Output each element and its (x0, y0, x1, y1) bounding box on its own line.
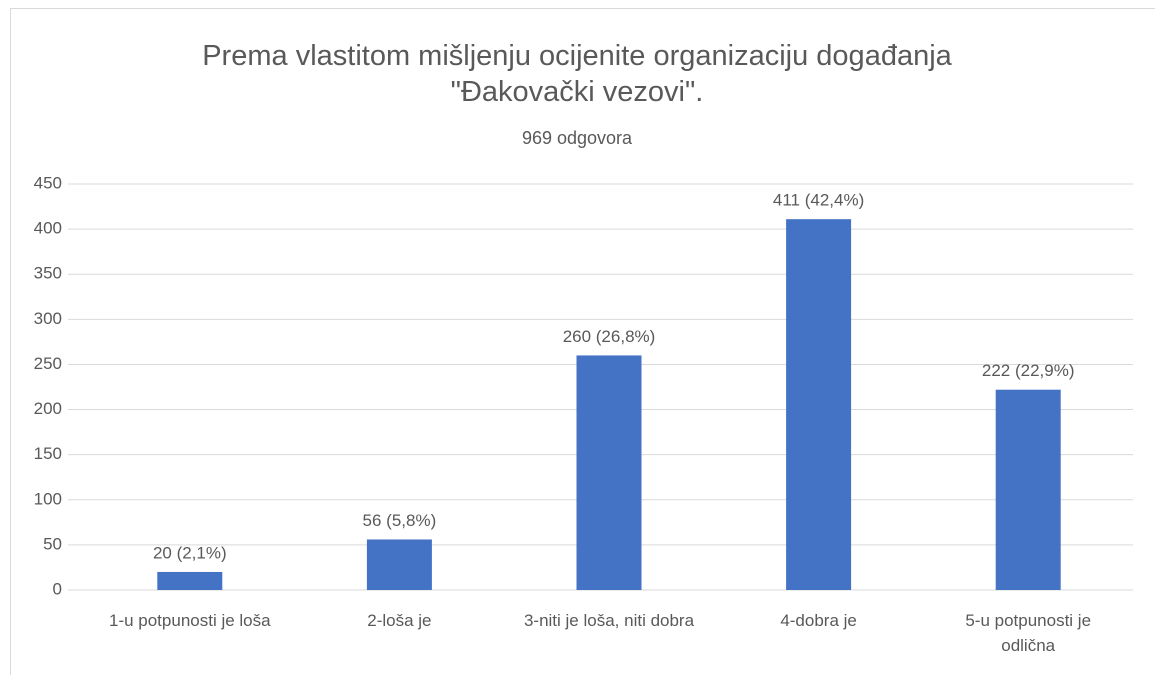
y-tick-label: 0 (53, 579, 62, 598)
x-tick-label: 4-dobra je (780, 611, 857, 630)
x-tick-label: 2-loša je (367, 611, 432, 630)
y-tick-label: 150 (34, 444, 62, 463)
bar (157, 571, 223, 590)
y-tick-label: 450 (34, 173, 62, 192)
value-label: 260 (26,8%) (563, 327, 656, 346)
value-label: 411 (42,4%) (773, 191, 864, 210)
y-tick-label: 250 (34, 354, 62, 373)
value-label: 56 (5,8%) (363, 511, 437, 530)
y-tick-label: 50 (43, 534, 62, 553)
chart-subtitle: 969 odgovora (521, 128, 633, 148)
y-tick-label: 300 (34, 309, 62, 328)
value-label: 222 (22,9%) (982, 361, 1075, 380)
bar (995, 389, 1061, 590)
bar (786, 219, 852, 591)
y-tick-label: 100 (34, 489, 62, 508)
x-tick-label: 1-u potpunosti je loša (108, 611, 271, 630)
value-label: 20 (2,1%) (153, 543, 227, 562)
x-tick-label: 5-u potpunosti je odlična (965, 611, 1092, 655)
bar (366, 539, 432, 590)
chart-title: Prema vlastitom mišljenju ocijenite orga… (202, 40, 952, 108)
bar (576, 355, 642, 590)
x-tick-label: 3-niti je loša, niti dobra (523, 611, 695, 630)
y-tick-label: 350 (34, 264, 62, 283)
y-tick-label: 400 (34, 219, 62, 238)
y-tick-label: 200 (34, 399, 62, 418)
chart-border (10, 8, 1155, 675)
